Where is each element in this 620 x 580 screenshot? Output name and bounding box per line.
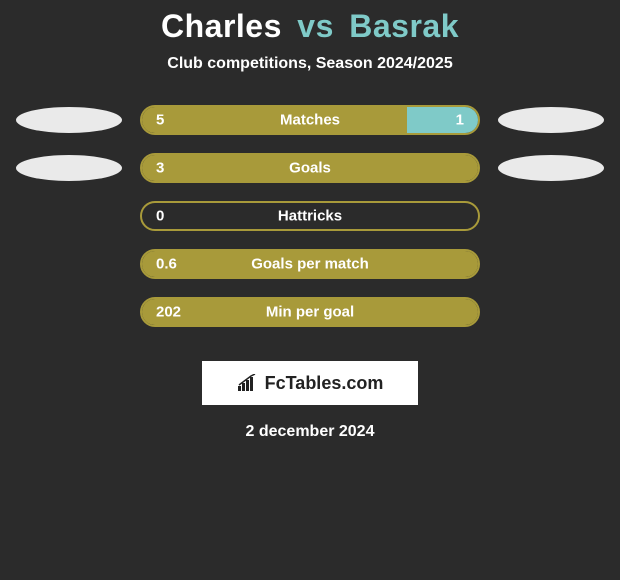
stat-bar: 5 1 Matches [140,105,480,135]
bar-fill-player2 [407,107,478,133]
stat-value-player1: 0.6 [156,256,177,273]
vs-text: vs [297,8,334,44]
stat-value-player2: 1 [456,112,464,129]
player2-avatar [498,107,604,133]
stat-value-player1: 0 [156,208,164,225]
stat-bar: 3 Goals [140,153,480,183]
player1-avatar [16,155,122,181]
chart-icon [237,374,259,392]
player2-name: Basrak [349,8,459,44]
player1-avatar [16,107,122,133]
stat-value-player1: 3 [156,160,164,177]
stat-label: Hattricks [278,208,342,225]
logo-label: FcTables.com [265,373,384,394]
stat-row: 5 1 Matches [0,105,620,135]
comparison-title: Charles vs Basrak [0,8,620,45]
spacer [16,203,122,229]
stat-bar: 0.6 Goals per match [140,249,480,279]
spacer [16,299,122,325]
stat-value-player1: 202 [156,304,181,321]
spacer [498,251,604,277]
logo-banner[interactable]: FcTables.com [202,361,418,405]
bar-fill-player1 [142,107,407,133]
subtitle: Club competitions, Season 2024/2025 [0,55,620,73]
stat-row: 0 Hattricks [0,201,620,231]
stat-label: Goals [289,160,331,177]
stat-value-player1: 5 [156,112,164,129]
stat-bar: 0 Hattricks [140,201,480,231]
player1-name: Charles [161,8,282,44]
date-text: 2 december 2024 [0,423,620,441]
stats-container: 5 1 Matches 3 Goals 0 Hattricks 0.6 Goals per ma… [0,105,620,345]
stat-row: 202 Min per goal [0,297,620,327]
player2-avatar [498,155,604,181]
stat-row: 0.6 Goals per match [0,249,620,279]
stat-label: Goals per match [251,256,369,273]
spacer [16,251,122,277]
logo-text: FcTables.com [237,373,384,394]
spacer [498,203,604,229]
spacer [498,299,604,325]
stat-label: Matches [280,112,340,129]
stat-label: Min per goal [266,304,354,321]
stat-bar: 202 Min per goal [140,297,480,327]
stat-row: 3 Goals [0,153,620,183]
